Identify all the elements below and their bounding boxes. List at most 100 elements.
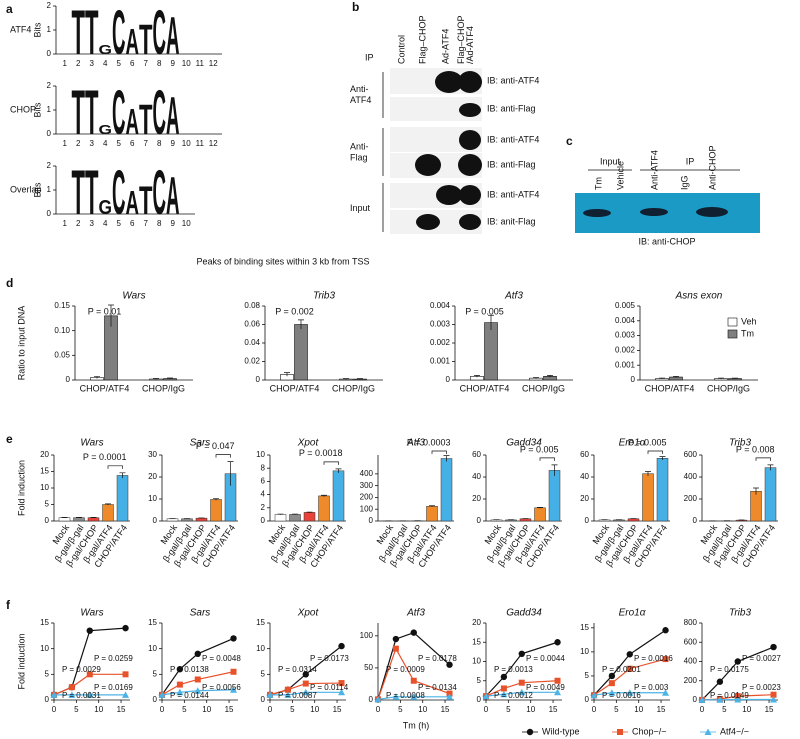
legend-swatch — [727, 317, 738, 327]
bracket — [647, 450, 663, 454]
p-value: P = 0.0314 — [278, 665, 317, 674]
marker — [194, 676, 201, 683]
x-tick-label: 10 — [94, 705, 103, 714]
logo-letter: T — [72, 157, 86, 227]
y-tick-label: 400 — [360, 469, 374, 478]
y-tick-label: 10 — [472, 657, 481, 666]
y-tick-label: 600 — [684, 450, 698, 459]
y-tick-label: 0 — [585, 695, 590, 704]
bar — [102, 504, 114, 522]
x-tick-label: 3 — [90, 139, 95, 148]
y-tick-label: 1 — [47, 105, 52, 114]
y-tick-label: 0 — [153, 516, 158, 525]
y-tick-label: 0 — [446, 375, 451, 384]
bar — [642, 473, 654, 522]
bar — [116, 475, 129, 522]
x-tick-label: 5 — [117, 59, 122, 68]
marker — [770, 643, 777, 651]
p-value: P = 0.005 — [628, 437, 667, 447]
panel-title: Sars — [190, 438, 211, 449]
y-tick-label: 100 — [360, 631, 374, 640]
y-tick-label: 0 — [153, 695, 158, 704]
error-bar — [167, 377, 173, 380]
x-tick-label: 6 — [130, 59, 135, 68]
p-value: P = 0.002 — [275, 306, 314, 316]
y-label: Ratio to input DNA — [16, 306, 26, 381]
marker — [302, 688, 310, 696]
y-tick-label: 0.002 — [430, 338, 451, 347]
marker — [716, 696, 724, 703]
panel-title: Sars — [190, 608, 211, 619]
lane-label: Control — [396, 35, 406, 64]
marker — [302, 671, 309, 678]
bar — [274, 514, 287, 522]
group-label: Anti- — [350, 84, 369, 94]
x-tick-label: 9 — [171, 139, 176, 148]
y-tick-label: 100 — [360, 504, 374, 513]
y-tick-label: 30 — [148, 450, 157, 459]
bar — [764, 467, 777, 522]
error-bar — [227, 461, 234, 486]
bracket — [755, 457, 771, 461]
y-label: Bits — [32, 182, 42, 198]
y-tick-label: 200 — [684, 676, 698, 685]
marker — [122, 671, 129, 678]
x-tick-label: 15 — [225, 705, 234, 714]
series-line — [485, 680, 558, 697]
marker — [266, 691, 274, 698]
panel-title: Xpot — [297, 608, 320, 619]
y-tick-label: 40 — [472, 472, 481, 481]
x-tick-label: 0 — [700, 705, 705, 714]
y-tick-label: 10 — [40, 644, 49, 653]
legend-label: Atf4−/− — [720, 726, 749, 736]
lane-label: Tm — [593, 177, 603, 190]
y-tick-label: 800 — [684, 618, 698, 627]
p-value: P = 0.0173 — [310, 654, 349, 663]
error-bar — [321, 494, 327, 497]
band — [459, 130, 481, 150]
marker — [392, 693, 400, 700]
logo-letter: A — [166, 88, 180, 146]
logo-letter: T — [139, 17, 153, 64]
panel-title: Atf3 — [504, 291, 523, 302]
marker — [500, 673, 508, 681]
x-tick-label: 3 — [90, 219, 95, 228]
x-tick-label: 15 — [765, 705, 774, 714]
bar — [195, 517, 208, 522]
y-label: Bits — [32, 22, 42, 38]
bracket — [539, 457, 555, 461]
x-tick-label: 10 — [182, 139, 191, 148]
marker — [86, 671, 93, 678]
error-bar — [659, 456, 666, 460]
bar — [440, 458, 453, 522]
y-tick-label: 0 — [47, 129, 52, 138]
x-tick-label: 5 — [117, 219, 122, 228]
error-bar — [105, 503, 111, 506]
y-tick-label: 2 — [47, 1, 52, 10]
x-tick-label: 5 — [506, 705, 511, 714]
bracket — [431, 450, 447, 454]
band — [583, 209, 611, 217]
marker — [554, 688, 562, 696]
x-tick-label: 0 — [268, 705, 273, 714]
marker — [770, 691, 777, 698]
x-tick-label: 12 — [209, 59, 218, 68]
series-line — [593, 692, 666, 696]
error-bar — [718, 377, 724, 379]
y-tick-label: 15 — [256, 618, 265, 627]
p-value: P = 0.047 — [196, 441, 235, 451]
y-tick-label: 0.001 — [615, 360, 636, 369]
y-label: Bits — [32, 102, 42, 118]
lane-label: Anti-ATF4 — [649, 150, 659, 190]
band — [640, 208, 668, 216]
p-value: P = 0.0144 — [170, 691, 209, 700]
blot-b-images — [382, 68, 482, 234]
x-tick-label: 15 — [117, 705, 126, 714]
y-tick-label: 20 — [472, 618, 481, 627]
bar — [332, 470, 345, 522]
x-tick-label: 5 — [182, 705, 187, 714]
bar — [294, 324, 308, 381]
panel-title: Wars — [80, 438, 103, 449]
panel-title: Trib3 — [729, 438, 751, 449]
y-tick-label: 0.06 — [244, 320, 260, 329]
